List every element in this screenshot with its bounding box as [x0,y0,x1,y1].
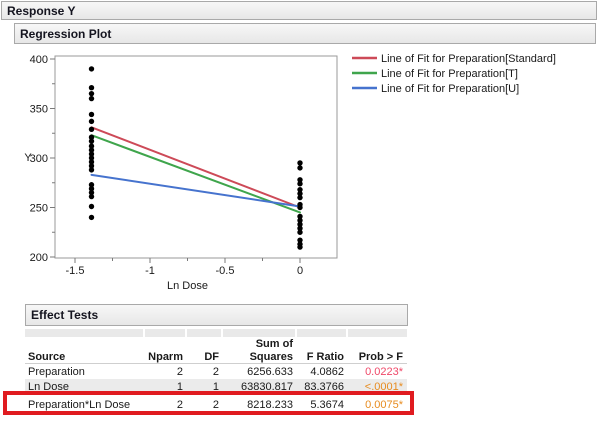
data-point [88,134,95,140]
data-point [88,159,95,165]
fit-line-0 [90,126,301,209]
x-tick-label: -1.5 [66,265,85,277]
legend-label-0: Line of Fit for Preparation[Standard] [381,53,556,65]
data-point [297,186,303,193]
data-point [88,167,95,173]
data-point [88,126,95,132]
outline-title: Regression Plot [20,26,112,41]
outline-bar-effect-tests[interactable]: Effect Tests [25,304,408,326]
data-point [297,177,303,183]
data-point [88,85,95,91]
data-point [88,203,95,210]
data-point [297,204,303,211]
cell-nparm: 1 [176,380,183,393]
col-header-df: DF [204,350,219,363]
col-header-prob-f: Prob > F [358,350,403,363]
cell-f-ratio: 83.3766 [304,380,344,393]
data-point [88,185,95,192]
data-point [88,138,95,144]
cell-source: Preparation*Ln Dose [28,398,131,411]
cell-sum-squares: 6256.633 [247,365,293,378]
cell-nparm: 2 [176,365,183,378]
data-point [297,244,303,250]
col-header-source: Source [28,350,66,363]
data-point [88,189,95,196]
table-row-preparation-ln-dose: Preparation*Ln Dose 2 2 8218.233 5.3674 … [25,397,407,412]
x-tick-label: -0.5 [216,265,235,277]
cell-prob-f: 0.0223* [365,365,403,378]
cell-source: Preparation [28,365,85,378]
cell-f-ratio: 4.0862 [310,365,344,378]
x-tick-label: -1 [145,265,155,277]
table-row-ln-dose: Ln Dose 1 1 63830.817 83.3766 <.0001* [25,379,407,394]
data-point [297,165,303,171]
y-tick-label: 250 [30,203,48,215]
cell-f-ratio: 5.3674 [310,398,344,411]
fit-line-2 [90,173,301,208]
data-point [88,90,95,97]
data-point [88,95,95,102]
y-axis-label: Y [24,152,32,164]
data-point [88,143,95,149]
table-header-line2: Source Nparm DF Squares F Ratio Prob > F [25,350,407,364]
cell-nparm: 2 [176,398,183,411]
data-point [297,213,303,220]
col-header-squares: Squares [249,350,293,363]
y-tick-label: 350 [30,104,48,116]
col-header-f-ratio: F Ratio [306,350,344,363]
col-header-sum-of: Sum of [255,337,293,350]
data-point [297,221,303,228]
outline-title: Effect Tests [31,308,99,322]
data-point [88,193,95,200]
cell-sum-squares: 63830.817 [241,380,293,393]
data-point [297,237,303,243]
x-tick-label: 0 [297,265,303,277]
table-top-strip [25,329,407,337]
y-tick-label: 300 [30,153,48,165]
data-point [297,229,303,235]
data-point [88,182,95,188]
outline-bar-response-y[interactable]: Response Y [1,1,597,20]
col-header-nparm: Nparm [148,350,183,363]
data-point [88,163,95,169]
data-point [88,147,95,153]
plot-frame [54,55,338,259]
cell-prob-f: 0.0075* [365,398,403,411]
cell-df: 2 [212,365,219,378]
cell-source: Ln Dose [28,380,69,393]
data-point [88,111,95,118]
data-point [297,160,303,166]
data-point [88,155,95,161]
outline-bar-regression-plot[interactable]: Regression Plot [14,23,596,44]
y-tick-label: 200 [30,252,48,264]
legend-label-1: Line of Fit for Preparation[T] [381,68,518,80]
data-point [88,151,95,157]
fit-line-1 [90,134,301,214]
outline-title: Response Y [7,3,76,18]
data-point [297,194,303,201]
cell-df: 2 [212,398,219,411]
data-point [297,190,303,197]
cell-sum-squares: 8218.233 [247,398,293,411]
cell-prob-f: <.0001* [364,380,403,393]
data-point [297,181,303,187]
cell-df: 1 [212,380,219,393]
effect-tests-table: Sum of Source Nparm DF Squares F Ratio P… [25,329,407,412]
data-point [88,214,95,221]
table-header-line1: Sum of [25,337,407,350]
data-point [88,66,95,72]
data-point [297,217,303,224]
legend-label-2: Line of Fit for Preparation[U] [381,83,519,95]
data-point [88,118,95,125]
y-tick-label: 400 [30,54,48,66]
table-row-preparation: Preparation 2 2 6256.633 4.0862 0.0223* [25,364,407,379]
data-point [297,225,303,231]
x-axis-label: Ln Dose [167,280,208,292]
regression-plot-canvas: 200 250 300 350 400 -1.5 -1 -0.5 0 Y Ln Dose Line o… [24,53,556,292]
